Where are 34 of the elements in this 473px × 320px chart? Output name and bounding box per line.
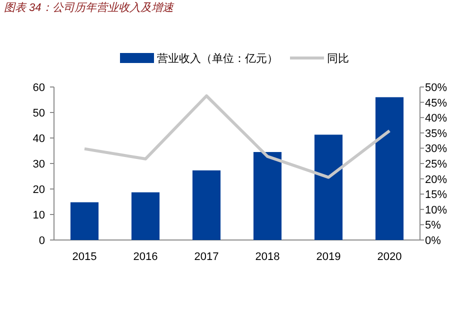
x-tick-label: 2015: [72, 251, 97, 263]
y2-tick-label: 0%: [425, 235, 442, 247]
legend-label: 营业收入（单位：亿元）: [157, 52, 278, 65]
y-tick-label: 30: [32, 158, 45, 170]
y2-tick-label: 35%: [425, 128, 448, 140]
bar: [131, 192, 160, 240]
y2-tick-label: 30%: [425, 143, 448, 156]
chart-title: 图表 34：公司历年营业收入及增速: [4, 1, 174, 14]
bar: [253, 152, 282, 240]
line-series: [83, 94, 391, 179]
y-tick-label: 60: [32, 82, 45, 94]
y2-tick-label: 40%: [425, 112, 448, 125]
x-tick-label: 2019: [316, 251, 341, 263]
y2-tick-label: 15%: [425, 189, 448, 202]
x-tick-label: 2016: [133, 251, 158, 263]
x-tick-label: 2018: [255, 251, 280, 263]
y-tick-label: 40: [32, 133, 45, 145]
x-tick-label: 2017: [194, 251, 219, 263]
bar: [192, 170, 221, 240]
bar: [70, 202, 99, 240]
y2-tick-label: 50%: [425, 82, 448, 94]
y-tick-label: 10: [32, 210, 45, 222]
y-tick-label: 20: [32, 184, 45, 196]
y-tick-label: 0: [38, 235, 45, 247]
y2-tick-label: 5%: [425, 220, 442, 232]
legend-label: 同比: [327, 52, 349, 65]
y2-tick-label: 45%: [425, 97, 448, 110]
y2-tick-label: 10%: [425, 204, 448, 216]
bar: [375, 97, 404, 240]
y-tick-label: 50: [32, 108, 45, 120]
y2-tick-label: 20%: [425, 174, 448, 186]
x-tick-label: 2020: [377, 251, 402, 263]
bar: [314, 134, 343, 240]
y2-tick-label: 25%: [425, 158, 448, 170]
